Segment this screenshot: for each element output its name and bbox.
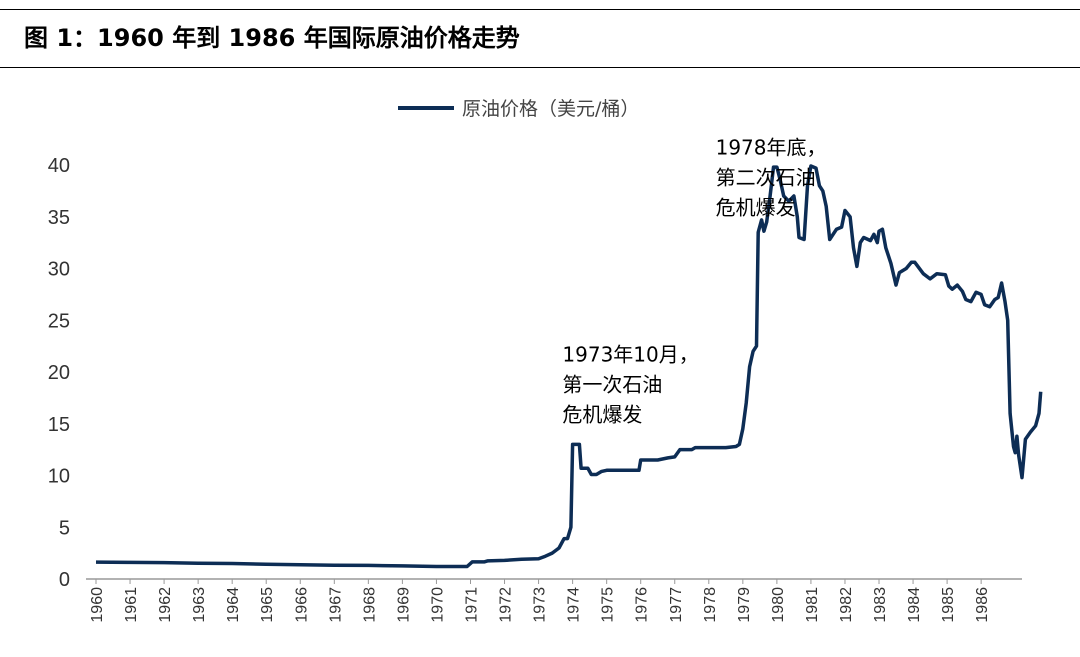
- x-tick-label: 1967: [327, 587, 344, 623]
- title-bottom-rule: [0, 67, 1080, 68]
- x-tick-label: 1983: [872, 587, 889, 623]
- series-line-oil-price: [95, 164, 1043, 569]
- y-axis-ticks: 0 5 10 15 20 25 30 35 40: [48, 155, 70, 591]
- x-tick-label: 1972: [498, 587, 515, 623]
- y-tick-label: 40: [48, 155, 70, 177]
- x-tick-label: 1986: [974, 587, 991, 623]
- x-tick-label: 1964: [225, 587, 242, 623]
- annotation-text: 危机爆发: [562, 403, 642, 427]
- x-tick-label: 1961: [123, 587, 140, 623]
- legend-label: 原油价格（美元/桶）: [462, 98, 639, 120]
- x-tick-label: 1970: [429, 587, 446, 623]
- x-tick-label: 1960: [89, 587, 106, 623]
- x-tick-label: 1965: [259, 587, 276, 623]
- x-tick-label: 1978: [702, 587, 719, 623]
- annotation-text: 第二次石油: [716, 166, 816, 190]
- x-tick-label: 1975: [600, 587, 617, 623]
- x-tick-label: 1968: [361, 587, 378, 623]
- x-tick-label: 1962: [157, 587, 174, 623]
- y-tick-label: 5: [59, 517, 70, 539]
- x-tick-label: 1971: [463, 587, 480, 623]
- annotation-text: 1978年底，: [716, 136, 827, 160]
- annotation-text: 第一次石油: [562, 373, 662, 397]
- annotation-text: 危机爆发: [716, 196, 796, 220]
- annotation-text: 1973年10月，: [562, 343, 698, 367]
- y-tick-label: 10: [48, 466, 70, 488]
- x-tick-label: 1966: [293, 587, 310, 623]
- x-tick-label: 1976: [634, 587, 651, 623]
- y-tick-label: 0: [59, 569, 70, 591]
- y-tick-label: 25: [48, 310, 70, 332]
- x-tick-label: 1973: [532, 587, 549, 623]
- y-tick-label: 15: [48, 414, 70, 436]
- x-tick-label: 1977: [668, 587, 685, 623]
- legend: 原油价格（美元/桶）: [398, 98, 639, 120]
- x-tick-label: 1979: [736, 587, 753, 623]
- y-tick-label: 35: [48, 207, 70, 229]
- y-tick-label: 30: [48, 259, 70, 281]
- x-tick-label: 1980: [770, 587, 787, 623]
- x-tick-label: 1984: [906, 587, 923, 623]
- x-tick-label: 1982: [838, 587, 855, 623]
- x-tick-label: 1963: [191, 587, 208, 623]
- x-tick-label: 1969: [395, 587, 412, 623]
- title-top-rule: [0, 9, 1080, 10]
- figure-title: 图 1：1960 年到 1986 年国际原油价格走势: [24, 24, 520, 52]
- x-tick-label: 1985: [940, 587, 957, 623]
- x-tick-label: 1974: [566, 587, 583, 623]
- y-tick-label: 20: [48, 362, 70, 384]
- x-tick-label: 1981: [804, 587, 821, 623]
- x-axis-ticks: 1960 1961 1962 1963 1964 1965 1966 1967 1968 1969…: [89, 579, 991, 623]
